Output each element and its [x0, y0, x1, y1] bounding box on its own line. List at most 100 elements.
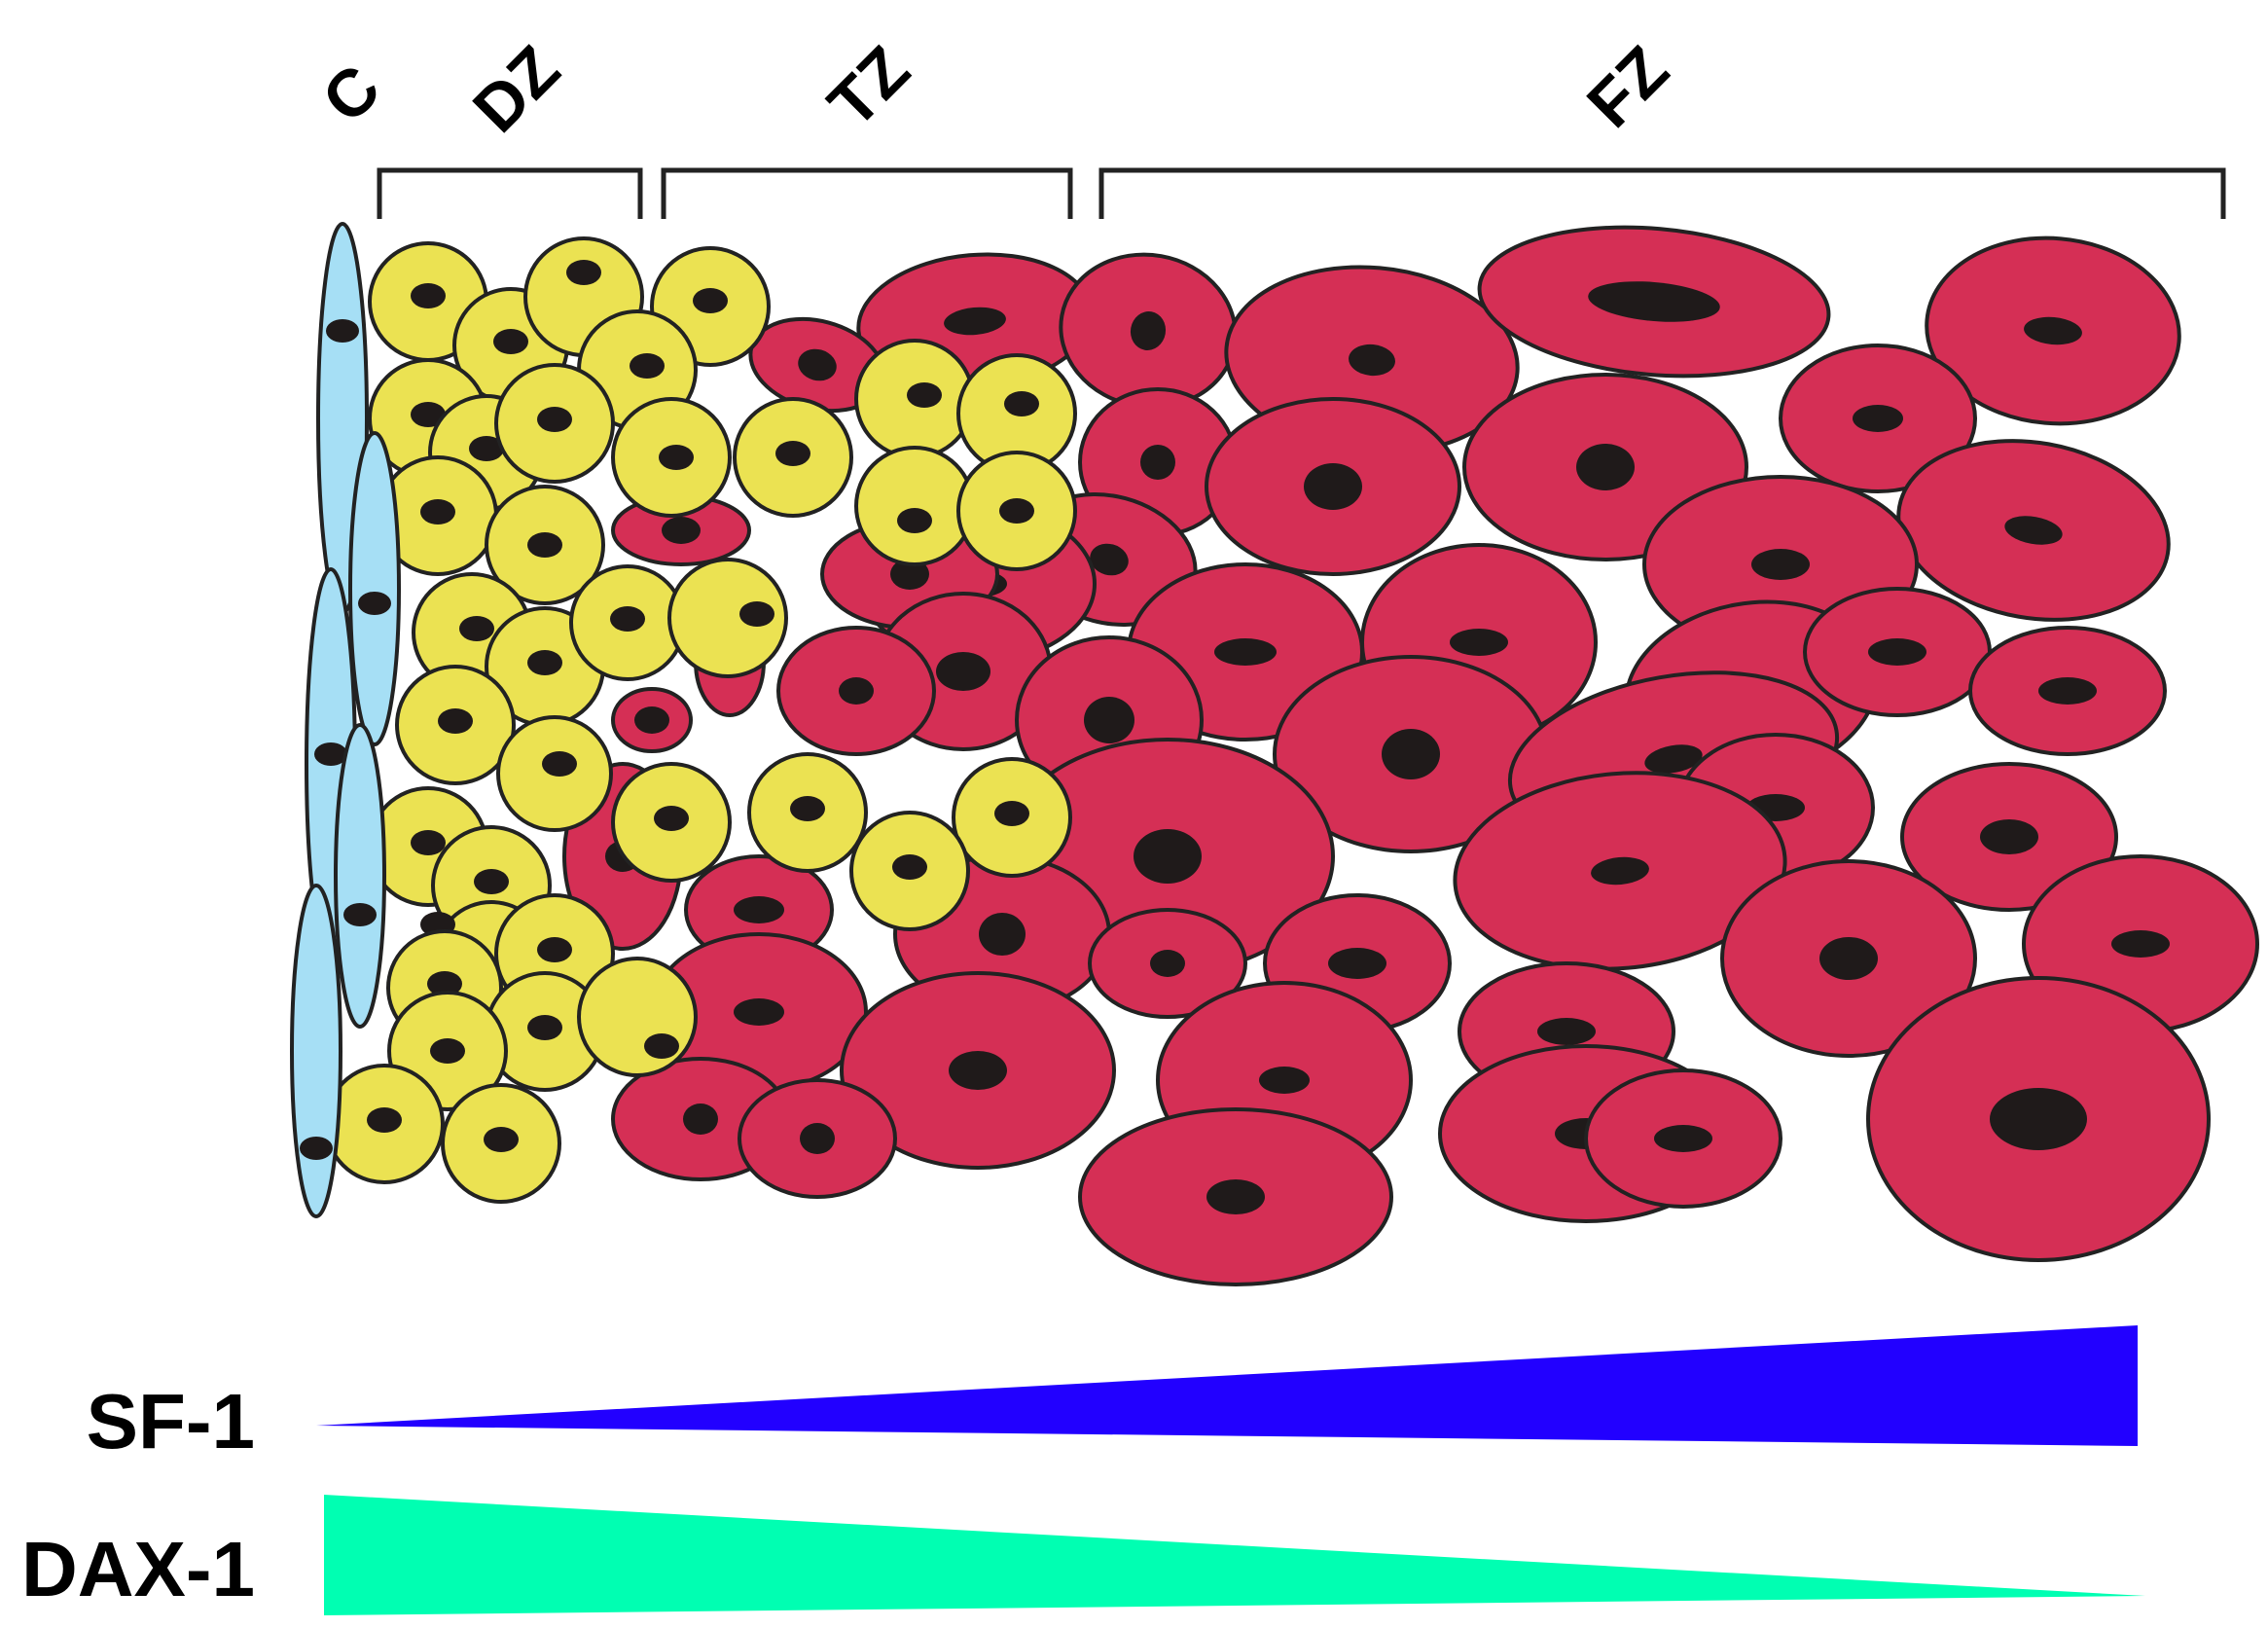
nucleus [1382, 729, 1440, 779]
dax1-label: DAX-1 [21, 1526, 255, 1612]
nucleus [542, 751, 577, 777]
nucleus [1004, 391, 1039, 416]
bracket-dz [377, 167, 643, 219]
nucleus [662, 517, 701, 544]
fz-cell [1205, 397, 1461, 576]
dz-cell [485, 485, 605, 605]
nucleus [358, 592, 391, 615]
nucleus [979, 913, 1026, 956]
dz-cell [854, 339, 975, 459]
nucleus [734, 998, 784, 1026]
fz-cell [1900, 762, 2118, 912]
nucleus [430, 1038, 465, 1064]
nucleus [1819, 937, 1878, 980]
nucleus [1130, 311, 1167, 350]
nucleus [798, 348, 837, 381]
dz-cell [747, 752, 868, 873]
nucleus [2038, 677, 2097, 705]
nucleus [1090, 543, 1129, 576]
nucleus [1214, 638, 1277, 666]
dz-cell [494, 363, 615, 484]
nucleus [326, 319, 359, 343]
capsule-cell-layer [290, 222, 401, 1218]
dz-cell [324, 1064, 445, 1184]
nucleus [537, 937, 572, 962]
fz-cell [738, 1078, 897, 1199]
zone-label-dz: DZ [459, 32, 574, 147]
nucleus [343, 903, 377, 926]
capsule-cell [290, 884, 342, 1218]
nucleus [527, 650, 562, 675]
dz-cell [854, 446, 975, 566]
dax1-gradient-wedge [324, 1495, 2145, 1615]
fz-cell [1088, 908, 1247, 1019]
nucleus [634, 706, 669, 734]
bracket-fz [1098, 167, 2226, 219]
dz-cell [611, 397, 732, 518]
dz-cell [611, 762, 732, 883]
nucleus [659, 445, 694, 470]
zone-label-c: C [308, 51, 394, 136]
nucleus [427, 971, 462, 996]
dz-cell [952, 757, 1072, 878]
nucleus [411, 402, 446, 427]
sf1-gradient-wedge [316, 1325, 2138, 1446]
nucleus [999, 498, 1034, 524]
nucleus [1304, 463, 1362, 510]
nucleus [527, 532, 562, 558]
nucleus [1990, 1088, 2087, 1150]
nucleus [1150, 950, 1185, 977]
fz-cell [1779, 344, 1977, 493]
nucleus [537, 407, 572, 432]
dz-cell [956, 353, 1077, 474]
nucleus [411, 830, 446, 855]
dz-cell [849, 811, 970, 931]
nucleus [644, 1033, 679, 1059]
nucleus [1134, 829, 1202, 884]
nucleus [1751, 549, 1810, 580]
nucleus [1140, 445, 1175, 480]
nucleus [2004, 516, 2063, 545]
nucleus [1328, 948, 1386, 979]
fz-cell [1720, 859, 1977, 1058]
dz-cell [577, 957, 698, 1077]
fz-cell-layer [562, 225, 2259, 1286]
nucleus [630, 353, 665, 379]
bracket-tz [661, 167, 1073, 219]
nucleus [367, 1107, 402, 1133]
nucleus [411, 283, 446, 308]
sf1-label: SF-1 [87, 1378, 255, 1465]
fz-cell [611, 687, 693, 753]
fz-cell [1477, 225, 1831, 379]
nucleus [839, 677, 874, 705]
nucleus [469, 436, 504, 461]
fz-cell [1896, 439, 2171, 622]
nucleus [2111, 930, 2170, 958]
nucleus [314, 742, 347, 766]
nucleus [300, 1137, 333, 1160]
nucleus [610, 606, 645, 632]
fz-cell [1584, 1068, 1782, 1209]
nucleus [1259, 1067, 1310, 1094]
nucleus [683, 1103, 718, 1135]
nucleus [1576, 444, 1635, 490]
fz-cell [1866, 976, 2211, 1262]
nucleus [493, 329, 528, 354]
nucleus [739, 601, 774, 627]
nucleus [1591, 856, 1649, 886]
capsule-cell [334, 723, 386, 1029]
nucleus [438, 708, 473, 734]
dz-cell [378, 455, 498, 576]
nucleus [1084, 697, 1134, 743]
dz-cell [441, 1083, 561, 1204]
nucleus [2024, 316, 2082, 345]
nucleus [693, 288, 728, 313]
fz-cell [776, 626, 936, 756]
nucleus [1349, 344, 1395, 377]
nucleus [892, 854, 927, 880]
zone-label-tz: TZ [814, 32, 923, 141]
nucleus [459, 616, 494, 641]
nucleus [907, 382, 942, 408]
nucleus [484, 1127, 519, 1152]
